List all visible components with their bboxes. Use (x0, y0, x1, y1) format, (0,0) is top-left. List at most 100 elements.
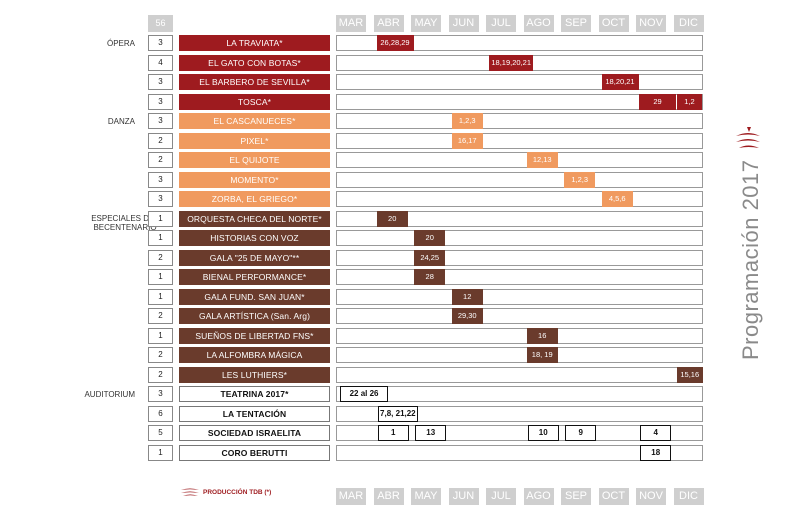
timeline-track: 29,30 (336, 308, 703, 324)
event-title: CORO BERUTTI (179, 444, 330, 461)
event-count: 1 (148, 288, 173, 305)
month-label: ABR (373, 15, 404, 32)
event-count: 1 (148, 210, 173, 227)
date-cell: 18 (640, 444, 672, 461)
date-cell: 1 (377, 425, 409, 441)
date-cell: 22 al 26 (340, 386, 389, 402)
timeline-track: 18 (336, 444, 703, 461)
date-cell: 4,5,6 (601, 191, 633, 207)
timeline-track: 26,28,29 (336, 35, 703, 51)
timeline-track: 16 (336, 327, 703, 344)
footer-label: PRODUCCIÓN TDB (*) (203, 489, 272, 496)
date-cell: 18,19,20,21 (489, 54, 534, 71)
timeline-track: 7,8, 21,22 (336, 405, 703, 422)
teatro-logo-icon (736, 127, 760, 148)
month-label: SEP (561, 488, 591, 505)
vertical-title: Programación 2017 (738, 159, 763, 360)
date-cell: 16 (526, 327, 558, 344)
month-label: SEP (561, 15, 591, 32)
date-cell: 1,2,3 (451, 113, 483, 129)
month-label: MAR (336, 488, 366, 505)
month-label: MAR (336, 15, 366, 32)
event-count: 3 (148, 191, 173, 207)
timeline-track: 20 (336, 230, 703, 246)
event-count: 2 (148, 366, 173, 383)
date-cell: 15,16 (676, 366, 703, 383)
month-label: MAY (411, 15, 441, 32)
section-label: ÓPERA (106, 39, 135, 48)
timeline-track: 12,13 (336, 152, 703, 168)
event-count: 3 (148, 171, 173, 188)
date-cell: 28 (414, 269, 446, 285)
event-count: 6 (148, 405, 173, 422)
timeline-track: 1,2,3 (336, 113, 703, 129)
total-count: 56 (148, 15, 173, 32)
timeline-track: 16,17 (336, 132, 703, 149)
month-label: JUN (448, 15, 479, 32)
timeline-track: 15,16 (336, 366, 703, 383)
event-title: TOSCA* (179, 93, 330, 110)
event-count: 2 (148, 152, 173, 168)
event-title: LA TENTACIÓN (179, 405, 330, 422)
event-title: EL BARBERO DE SEVILLA* (179, 74, 330, 90)
timeline-track: 18, 19 (336, 347, 703, 363)
timeline-track: 20 (336, 210, 703, 227)
event-count: 4 (148, 54, 173, 71)
timeline-track: 4,5,6 (336, 191, 703, 207)
date-cell: 10 (527, 425, 559, 441)
month-label: NOV (636, 488, 666, 505)
date-cell: 13 (415, 425, 447, 441)
date-cell: 20 (414, 230, 446, 246)
event-title: MOMENTO* (179, 171, 330, 188)
section-label: AUDITORIUM (84, 390, 135, 399)
timeline-track: 18,20,21 (336, 74, 703, 90)
event-title: GALA ARTÍSTICA (San. Arg) (179, 308, 330, 324)
date-cell: 12 (451, 288, 483, 305)
month-label: JUL (486, 488, 516, 505)
event-count: 3 (148, 113, 173, 129)
event-title: EL QUIJOTE (179, 152, 330, 168)
event-title: SUEÑOS DE LIBERTAD FNS* (179, 327, 330, 344)
date-cell: 29,30 (451, 308, 483, 324)
month-label: MAY (411, 488, 441, 505)
event-title: GALA FUND. SAN JUAN* (179, 288, 330, 305)
date-cell: 29 (639, 93, 676, 110)
event-count: 3 (148, 74, 173, 90)
section-label: DANZA (107, 117, 135, 126)
timeline-track: 24,25 (336, 249, 703, 266)
month-label: DIC (673, 15, 704, 32)
date-cell: 24,25 (414, 249, 446, 266)
footer-logo-icon (181, 488, 199, 496)
event-title: EL CASCANUECES* (179, 113, 330, 129)
date-cell: 12,13 (526, 152, 558, 168)
month-label: AGO (523, 488, 554, 505)
section-label: ESPECIALES DEL BECENTENARIO (91, 213, 159, 232)
event-title: SOCIEDAD ISRAELITA (179, 425, 330, 441)
event-title: GALA "25 DE MAYO"** (179, 249, 330, 266)
timeline-track: 12 (336, 288, 703, 305)
date-cell: 7,8, 21,22 (377, 405, 419, 422)
event-title: BIENAL PERFORMANCE* (179, 269, 330, 285)
month-label: DIC (673, 488, 704, 505)
month-label: OCT (598, 488, 629, 505)
month-label: ABR (373, 488, 404, 505)
date-cell: 26,28,29 (376, 35, 414, 51)
month-label: AGO (523, 15, 554, 32)
event-title: LA TRAVIATA* (179, 35, 330, 51)
event-count: 1 (148, 230, 173, 246)
timeline-track: 1,2,3 (336, 171, 703, 188)
timeline-track: 29 1,2 (336, 93, 703, 110)
date-cell: 18,20,21 (601, 74, 639, 90)
event-count: 3 (148, 93, 173, 110)
timeline-track: 28 (336, 269, 703, 285)
event-count: 3 (148, 35, 173, 51)
month-label: JUN (448, 488, 479, 505)
event-count: 2 (148, 249, 173, 266)
event-count: 1 (148, 269, 173, 285)
date-cell: 1,2,3 (564, 171, 596, 188)
timeline-track: 1 13 10 9 4 (336, 425, 703, 441)
event-count: 1 (148, 327, 173, 344)
event-count: 5 (148, 425, 173, 441)
event-title: TEATRINA 2017* (179, 386, 330, 402)
event-title: LA ALFOMBRA MÁGICA (179, 347, 330, 363)
